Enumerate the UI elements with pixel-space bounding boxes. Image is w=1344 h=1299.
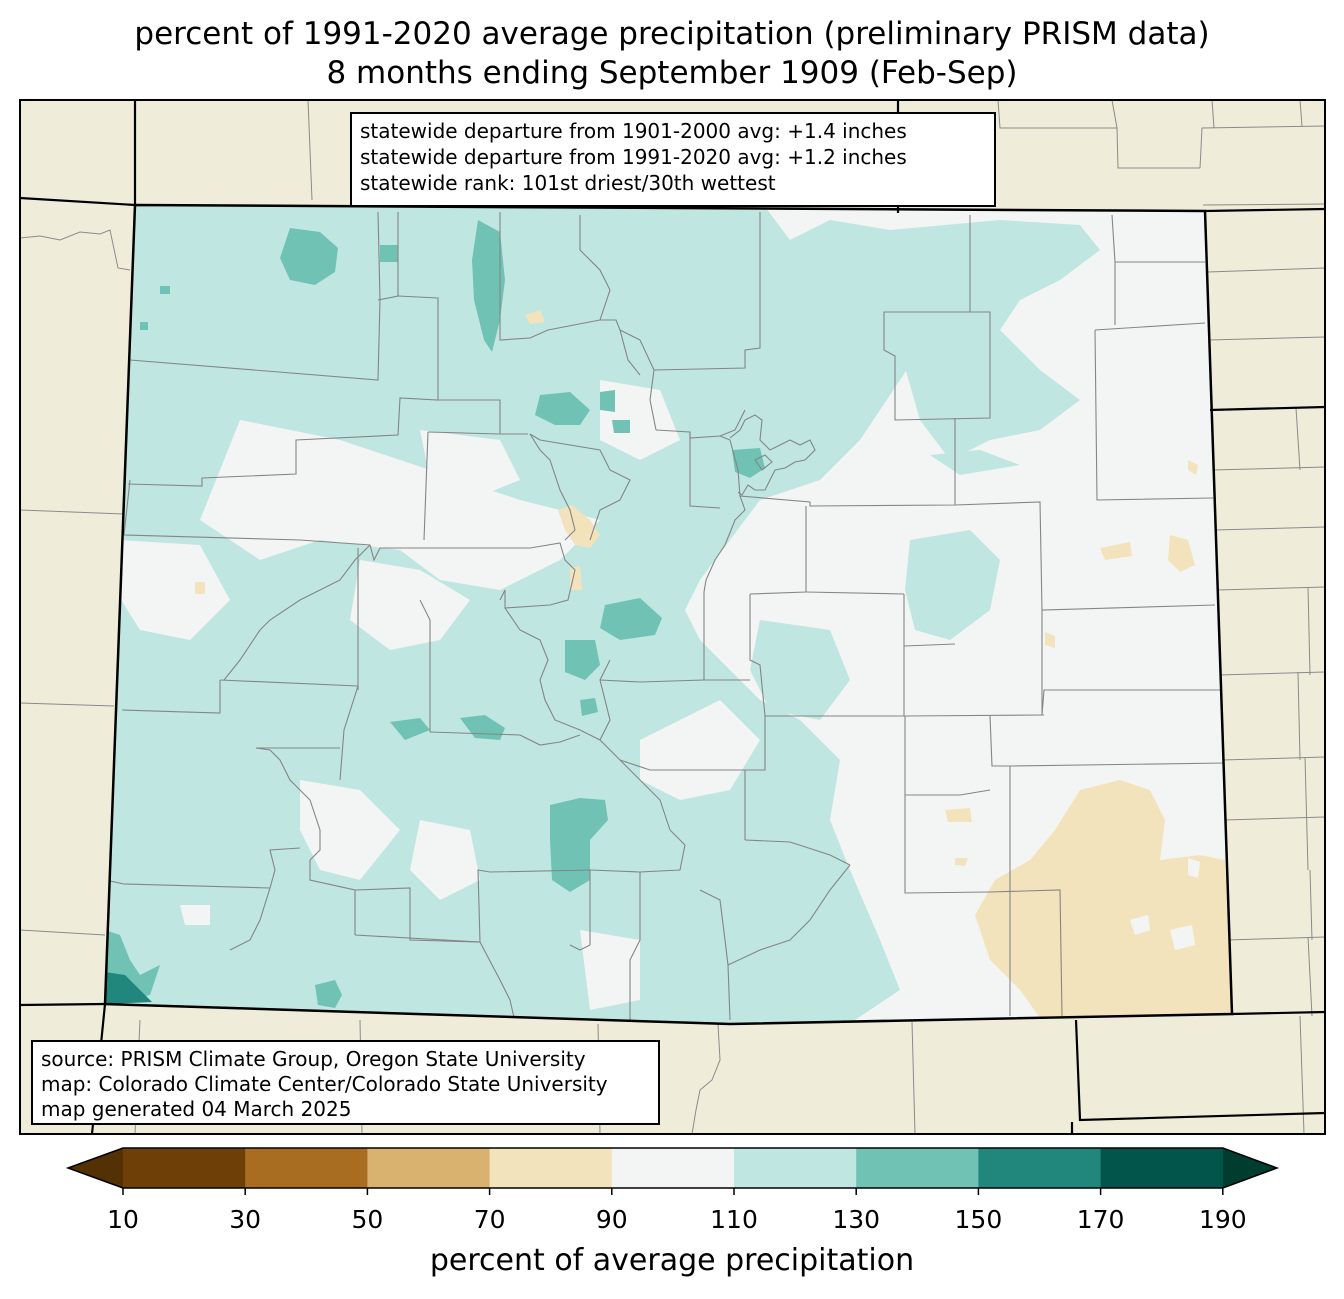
map-credit-line: map: Colorado Climate Center/Colorado St… [41,1072,608,1096]
map-subtitle: 8 months ending September 1909 (Feb-Sep) [326,55,1018,91]
colorbar-extend-high [1222,1148,1277,1188]
colorbar-segment [1100,1148,1224,1188]
colorbar-tick-label: 170 [1076,1205,1125,1234]
source-line: source: PRISM Climate Group, Oregon Stat… [41,1047,586,1071]
statewide-rank: statewide rank: 101st driest/30th wettes… [360,171,776,195]
colorbar-tick-label: 10 [107,1205,139,1234]
zone-90-110-patches [115,380,760,1010]
zone-70-90 [195,310,1232,1018]
colorbar-tick-label: 70 [473,1205,506,1234]
precipitation-fill [105,205,1232,1024]
map-frame [19,99,1326,1135]
colorbar-tick-label: 90 [595,1205,628,1234]
colorbar-title: percent of average precipitation [429,1243,915,1278]
colorbar [65,1147,1280,1195]
departure-1901-2000: statewide departure from 1901-2000 avg: … [360,119,907,143]
map-title: percent of 1991-2020 average precipitati… [134,16,1210,52]
statewide-stats-box: statewide departure from 1901-2000 avg: … [350,112,996,207]
source-box: source: PRISM Climate Group, Oregon Stat… [31,1040,660,1125]
colorbar-segment [367,1148,491,1188]
departure-1991-2020: statewide departure from 1991-2020 avg: … [360,145,907,169]
colorado-county-lines [105,211,1226,1023]
colorbar-tick-label: 130 [832,1205,881,1234]
colorbar-segment [245,1148,368,1188]
zone-150-170 [105,972,152,1004]
colorbar-segment [489,1148,613,1188]
colorbar-extend-low [68,1148,123,1188]
colorado-state-border [103,203,1234,1026]
colorbar-tick-label: 150 [954,1205,1003,1234]
zone-130-150 [105,220,765,1008]
dry-zone-holes [1130,858,1200,950]
colorbar-segment [856,1148,979,1188]
colorbar-segment [978,1148,1102,1188]
colorbar-segment [734,1148,857,1188]
generated-date-line: map generated 04 March 2025 [41,1097,352,1121]
colorbar-tick-label: 190 [1198,1205,1247,1234]
colorbar-tick-label: 110 [710,1205,758,1234]
colorbar-tick-label: 30 [229,1205,262,1234]
colorbar-segment [123,1148,246,1188]
denver-metro-boundaries [729,414,816,496]
colorbar-segment [611,1148,735,1188]
colorbar-tick-label: 50 [351,1205,384,1234]
